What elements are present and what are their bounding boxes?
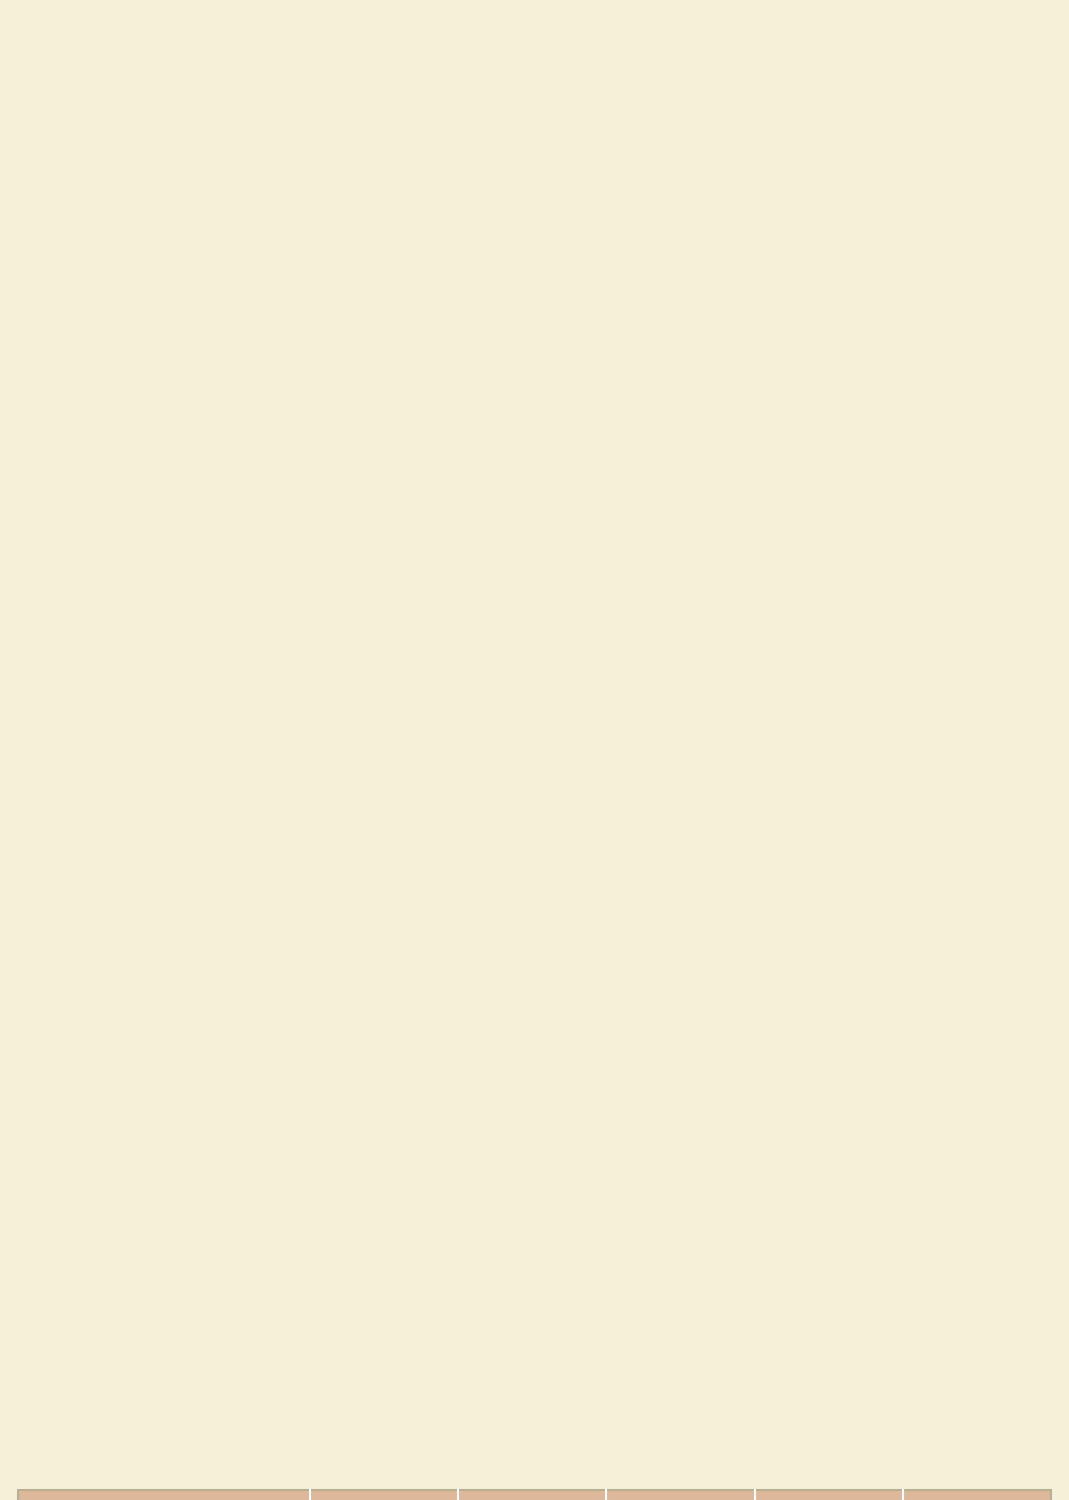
Bar [18, 1490, 1051, 1500]
Bar [18, 1490, 1051, 1500]
